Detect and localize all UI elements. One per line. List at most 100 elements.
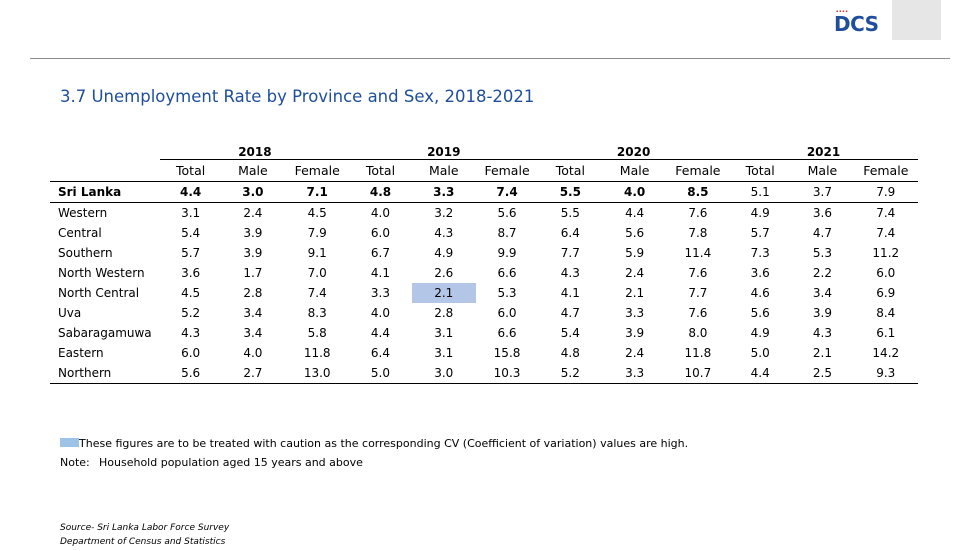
column-header: Total (349, 159, 412, 182)
column-header: Male (791, 159, 854, 182)
table-cell: 4.4 (370, 326, 391, 340)
header-divider (30, 58, 950, 59)
table-cell: 6.7 (370, 246, 391, 260)
caution-text: These figures are to be treated with cau… (79, 437, 689, 450)
table-cell: 2.6 (434, 266, 454, 280)
row-label: North Western (58, 266, 145, 280)
year-header: 2019 (349, 142, 539, 160)
row-label: Uva (58, 306, 82, 320)
table-cell: 5.5 (560, 206, 580, 220)
table-cell: 3.4 (243, 326, 263, 340)
table-cell: 5.7 (750, 226, 770, 240)
table-cell: 3.4 (812, 286, 832, 300)
table-cell: 6.1 (876, 326, 896, 340)
table-cell: 7.7 (688, 286, 708, 300)
column-header: Total (538, 159, 603, 182)
table-cell: 4.5 (307, 206, 327, 220)
table-cell: 8.7 (497, 226, 517, 240)
column-header: Female (475, 159, 539, 182)
table-cell: 3.6 (812, 206, 832, 220)
table-cell: 7.6 (688, 266, 708, 280)
table-cell: 4.3 (560, 266, 580, 280)
table-cell: 5.6 (625, 226, 645, 240)
year-header: 2020 (538, 142, 730, 160)
table-cell: 11.8 (303, 346, 331, 360)
table-row: Northern 5.6 2.7 13.0 5.0 3.0 10.3 5.2 3.3 10.7 4.… (50, 363, 918, 384)
table-row: Central 5.4 3.9 7.9 6.0 4.3 8.7 6.4 5.6 7.8 5.7 4.7… (50, 223, 918, 243)
table-row: Uva 5.2 3.4 8.3 4.0 2.8 6.0 4.7 3.3 7.6 5.6 3.9 8.4 (50, 303, 918, 323)
corner-gray-box (892, 0, 941, 40)
table-cell: 4.6 (750, 286, 770, 300)
table-cell: 7.6 (688, 206, 708, 220)
table-row: North Western 3.6 1.7 7.0 4.1 2.6 6.6 4.3 2.4 7.6… (50, 263, 918, 283)
table-cell: 7.6 (688, 306, 708, 320)
table-cell: 11.4 (684, 246, 712, 260)
row-label: Central (58, 226, 102, 240)
column-header: Male (411, 159, 476, 182)
table-cell: 4.3 (812, 326, 832, 340)
table-cell: 4.9 (750, 326, 770, 340)
table-cell: 11.2 (872, 246, 900, 260)
table-cell: 8.3 (307, 306, 327, 320)
table-cell: 4.7 (560, 306, 580, 320)
column-header: Total (160, 159, 221, 182)
sub-header-row: Total Male Female Total Male Female Tota… (50, 159, 918, 182)
table-cell: 5.4 (560, 326, 580, 340)
table-cell: 7.4 (876, 226, 896, 240)
column-header: Total (729, 159, 792, 182)
table-cell: 7.9 (853, 181, 918, 203)
table-cell: 4.3 (434, 226, 454, 240)
table-cell: 2.8 (434, 306, 454, 320)
table-cell: 3.4 (243, 306, 263, 320)
table-cell: 15.8 (493, 346, 521, 360)
table-cell: 6.0 (181, 346, 201, 360)
table-cell: 3.7 (791, 181, 854, 203)
logo-dots: ▪▪▪▪ (836, 9, 849, 15)
table-cell: 4.9 (434, 246, 454, 260)
table-cell: 6.4 (560, 226, 580, 240)
table-cell: 3.2 (434, 206, 454, 220)
table-cell: 2.1 (625, 286, 645, 300)
note-label: Note: (60, 456, 90, 469)
table-body: Sri Lanka 4.4 3.0 7.1 4.8 3.3 7.4 5.5 4.0 8.5 5.1 3… (50, 181, 918, 384)
caution-cell: 2.1 (411, 283, 476, 303)
table-cell: 3.3 (411, 181, 476, 203)
source-line-1: Source- Sri Lanka Labor Force Survey (60, 523, 230, 533)
table-cell: 2.8 (243, 286, 263, 300)
table-cell: 3.3 (625, 306, 645, 320)
table-cell: 5.2 (538, 363, 603, 384)
row-label: Western (58, 206, 108, 220)
table-cell: 5.6 (750, 306, 770, 320)
table-cell: 6.0 (370, 226, 391, 240)
caution-legend: These figures are to be treated with cau… (60, 437, 688, 450)
year-header-row: 2018 2019 2020 2021 (50, 142, 918, 160)
table-cell: 7.9 (307, 226, 327, 240)
table-cell: 5.8 (307, 326, 327, 340)
table-cell: 5.5 (538, 181, 603, 203)
table-cell: 7.7 (560, 246, 580, 260)
table-cell: 4.9 (750, 206, 770, 220)
table-cell: 4.1 (370, 266, 391, 280)
table-cell: 6.0 (876, 266, 896, 280)
table-cell: 5.4 (181, 226, 201, 240)
table-cell: 6.6 (497, 326, 517, 340)
note: Note: Household population aged 15 years … (60, 456, 363, 469)
table-cell: 6.6 (497, 266, 517, 280)
table-cell: 3.1 (434, 346, 454, 360)
table-cell: 7.0 (307, 266, 327, 280)
table-cell: 3.6 (181, 266, 201, 280)
column-header: Female (666, 159, 730, 182)
year-header: 2021 (729, 142, 918, 160)
table-row: Western 3.1 2.4 4.5 4.0 3.2 5.6 5.5 4.4 7.6 4.9 3.6… (50, 203, 918, 224)
table-cell: 4.8 (560, 346, 580, 360)
unemployment-table: 2018 2019 2020 2021 Total Male Female To… (50, 142, 918, 384)
table-row: Southern 5.7 3.9 9.1 6.7 4.9 9.9 7.7 5.9 11.4 7.3 5… (50, 243, 918, 263)
table-cell: 4.0 (243, 346, 263, 360)
table-cell: 3.0 (220, 181, 286, 203)
table-cell: 5.3 (497, 286, 517, 300)
table-cell: 7.3 (750, 246, 770, 260)
table-cell: 11.8 (684, 346, 712, 360)
table-cell: 9.1 (307, 246, 327, 260)
table-cell: 6.0 (497, 306, 517, 320)
table-cell: 4.0 (602, 181, 667, 203)
